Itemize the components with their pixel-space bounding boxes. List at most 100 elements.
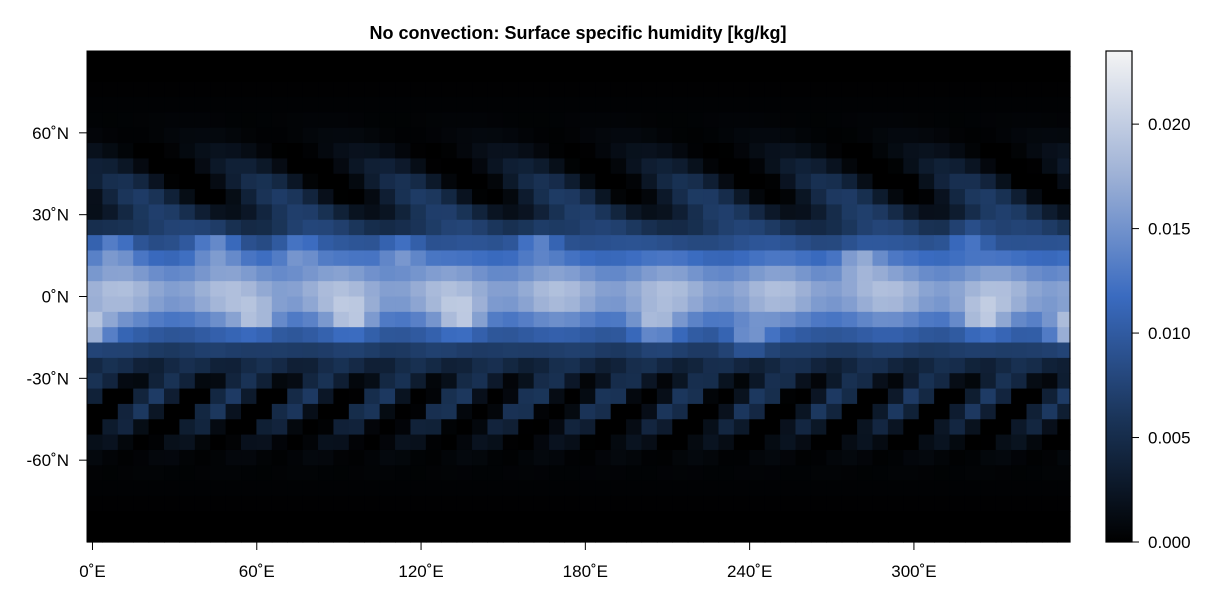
heatmap-cell bbox=[1041, 449, 1058, 466]
heatmap-cell bbox=[425, 112, 442, 129]
heatmap-cell bbox=[318, 265, 335, 282]
y-tick-label: 0˚N bbox=[42, 288, 69, 307]
heatmap-cell bbox=[333, 403, 350, 420]
heatmap-cell bbox=[1041, 143, 1058, 159]
heatmap-cell bbox=[749, 97, 766, 113]
heatmap-cell bbox=[502, 112, 519, 129]
heatmap-cell bbox=[810, 81, 827, 98]
heatmap-cell bbox=[1057, 204, 1071, 221]
heatmap-cell bbox=[379, 81, 396, 98]
heatmap-cell bbox=[795, 465, 812, 482]
heatmap-cell bbox=[980, 112, 997, 129]
heatmap-cell bbox=[287, 235, 304, 252]
heatmap-cell bbox=[918, 281, 935, 298]
heatmap-cell bbox=[241, 373, 258, 390]
heatmap-cell bbox=[256, 281, 273, 298]
heatmap-cell bbox=[102, 357, 119, 374]
heatmap-cell bbox=[718, 81, 735, 98]
heatmap-cell bbox=[795, 480, 812, 497]
heatmap-cell bbox=[918, 189, 935, 206]
heatmap-cell bbox=[379, 158, 396, 175]
heatmap-cell bbox=[102, 296, 119, 313]
heatmap-cell bbox=[826, 373, 843, 390]
heatmap-cell bbox=[271, 250, 288, 267]
heatmap-cell bbox=[348, 281, 365, 298]
heatmap-cell bbox=[579, 97, 596, 113]
heatmap-cell bbox=[795, 143, 812, 159]
heatmap-cell bbox=[980, 434, 997, 451]
heatmap-cell bbox=[1011, 495, 1028, 512]
heatmap-cell bbox=[456, 419, 473, 436]
heatmap-cell bbox=[918, 342, 935, 359]
heatmap-cell bbox=[133, 449, 150, 466]
heatmap-cell bbox=[487, 434, 504, 451]
heatmap-cell bbox=[148, 419, 165, 436]
heatmap-cell bbox=[564, 127, 581, 144]
heatmap-cell bbox=[626, 419, 643, 436]
heatmap-cell bbox=[749, 388, 766, 405]
heatmap-cell bbox=[395, 511, 412, 528]
heatmap-cell bbox=[348, 480, 365, 497]
heatmap-cell bbox=[456, 219, 473, 236]
heatmap-cell bbox=[964, 480, 981, 497]
heatmap-cell bbox=[210, 373, 227, 390]
heatmap-cell bbox=[1026, 296, 1043, 313]
heatmap-cell bbox=[487, 219, 504, 236]
heatmap-cell bbox=[533, 158, 550, 175]
heatmap-cell bbox=[179, 296, 196, 313]
heatmap-cell bbox=[1057, 357, 1071, 374]
heatmap-cell bbox=[318, 373, 335, 390]
heatmap-cell bbox=[379, 327, 396, 344]
heatmap-cell bbox=[857, 265, 874, 282]
x-tick-label: 120˚E bbox=[398, 562, 443, 581]
heatmap-cell bbox=[687, 204, 704, 221]
heatmap-cell bbox=[857, 112, 874, 129]
heatmap-cell bbox=[610, 373, 627, 390]
heatmap-cell bbox=[780, 97, 797, 113]
heatmap-cell bbox=[857, 158, 874, 175]
heatmap-cell bbox=[903, 219, 920, 236]
heatmap-cell bbox=[672, 388, 689, 405]
heatmap-cell bbox=[780, 250, 797, 267]
heatmap-cell bbox=[210, 511, 227, 528]
heatmap-cell bbox=[872, 281, 889, 298]
heatmap-cell bbox=[764, 158, 781, 175]
heatmap-cell bbox=[87, 511, 103, 528]
heatmap-cell bbox=[733, 112, 750, 129]
heatmap-cell bbox=[117, 357, 134, 374]
heatmap-cell bbox=[826, 419, 843, 436]
heatmap-cell bbox=[425, 342, 442, 359]
heatmap-cell bbox=[410, 403, 427, 420]
heatmap-cell bbox=[626, 189, 643, 206]
heatmap-cell bbox=[1011, 112, 1028, 129]
heatmap-cell bbox=[1041, 265, 1058, 282]
heatmap-cell bbox=[271, 357, 288, 374]
heatmap-cell bbox=[703, 296, 720, 313]
heatmap-cell bbox=[210, 327, 227, 344]
heatmap-cell bbox=[456, 112, 473, 129]
heatmap-cell bbox=[795, 373, 812, 390]
heatmap-cell bbox=[133, 465, 150, 482]
heatmap-cell bbox=[518, 250, 535, 267]
heatmap-cell bbox=[179, 112, 196, 129]
heatmap-cell bbox=[579, 480, 596, 497]
heatmap-cell bbox=[241, 465, 258, 482]
heatmap-cell bbox=[1026, 173, 1043, 190]
heatmap-cell bbox=[810, 434, 827, 451]
heatmap-cell bbox=[1011, 250, 1028, 267]
heatmap-cell bbox=[918, 66, 935, 83]
heatmap-cell bbox=[333, 265, 350, 282]
heatmap-cell bbox=[995, 143, 1012, 159]
heatmap-cell bbox=[1041, 357, 1058, 374]
heatmap-cell bbox=[518, 281, 535, 298]
heatmap-cell bbox=[903, 403, 920, 420]
heatmap-cell bbox=[210, 112, 227, 129]
heatmap-cell bbox=[764, 97, 781, 113]
heatmap-cell bbox=[395, 296, 412, 313]
heatmap-cell bbox=[826, 434, 843, 451]
heatmap-cell bbox=[564, 235, 581, 252]
heatmap-cell bbox=[749, 311, 766, 328]
heatmap-cell bbox=[549, 173, 566, 190]
heatmap-cell bbox=[348, 311, 365, 328]
heatmap-cell bbox=[887, 265, 904, 282]
